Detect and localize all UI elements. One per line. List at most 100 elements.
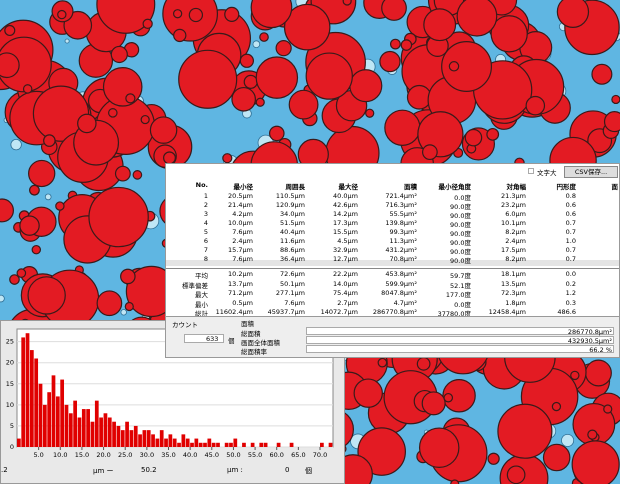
result-table: 文字大 CSV保存... No. 最小径 周囲長 最大径 面積 最小径角度 対角幅 円形度 面 1… [165, 163, 620, 318]
particle [231, 86, 256, 112]
particle [259, 32, 269, 42]
table-cell: 431.2µm² [385, 246, 417, 254]
bar [216, 442, 220, 447]
table-cell: 6 [203, 237, 208, 245]
table-cell: 7 [203, 246, 208, 254]
table-cell: 90.0度 [450, 212, 471, 220]
bar [194, 438, 199, 447]
particle [551, 401, 562, 412]
table-cell: 12.7µm [333, 255, 358, 263]
particle [487, 452, 500, 465]
area-field [306, 336, 614, 344]
table-cell: 0.7 [565, 255, 576, 263]
table-cell: 5 [203, 228, 208, 236]
table-cell: 2.4µm [505, 237, 526, 245]
particle [108, 108, 118, 118]
table-cell: 20.5µm [228, 192, 253, 200]
bar [29, 350, 34, 447]
area-value: 286770.8µm² [567, 328, 612, 336]
bar [190, 442, 194, 447]
table-cell: 0.7 [565, 228, 576, 236]
table-cell: 2.4µm [232, 237, 253, 245]
column-header: 周囲長 [285, 183, 306, 191]
particle [556, 0, 590, 28]
bar [129, 430, 134, 447]
particle [268, 125, 285, 142]
table-cell: 8 [203, 255, 208, 263]
stat-cell: 11602.4µm [215, 308, 253, 316]
y-tick-label: 10 [6, 401, 14, 409]
table-cell: 42.6µm [333, 201, 358, 209]
checkbox-label: 文字大 [537, 169, 557, 177]
bar [211, 442, 216, 447]
particle [584, 359, 612, 387]
table-cell: 21.3µm [501, 192, 526, 200]
column-header: 最小径 [233, 183, 254, 191]
checkbox[interactable] [528, 168, 534, 174]
x-tick-label: 70.0 [313, 451, 327, 459]
stat-cell: 599.9µm² [385, 279, 417, 288]
csv-button[interactable]: CSV保存... [564, 166, 618, 178]
bar [229, 442, 233, 447]
stat-cell: 72.6µm [280, 270, 305, 278]
count-panel: カウント 633 個 面積 総面積 286770.8µm² 画面全体面積 432930… [165, 316, 620, 358]
bubble-light [10, 138, 22, 151]
bubble-light [120, 309, 127, 316]
bar [168, 434, 173, 447]
bar [86, 409, 90, 447]
table-cell: 17.5µm [501, 246, 526, 254]
particle [342, 0, 352, 6]
bar [17, 438, 21, 447]
table-cell: 0.0度 [454, 194, 471, 202]
particle [443, 392, 454, 403]
bar [242, 442, 246, 447]
y-tick-label: 20 [6, 359, 14, 367]
y-tick-label: 0 [10, 443, 14, 451]
particle [188, 7, 204, 23]
x-tick-label: 65.0 [291, 451, 305, 459]
bar [172, 438, 177, 447]
particle [448, 61, 460, 72]
particle [421, 391, 446, 416]
particle [450, 479, 460, 484]
particle [88, 186, 149, 248]
particle [102, 67, 143, 107]
bar [112, 421, 116, 447]
stat-cell: 13.5µm [501, 279, 526, 288]
particle [172, 9, 183, 19]
x-tick-label: 40.0 [183, 451, 197, 459]
stat-cell: 平均 [195, 272, 208, 280]
table-cell: 120.9µm [275, 201, 305, 209]
area-value: 432930.5µm² [567, 337, 612, 345]
scrollbar[interactable] [166, 260, 619, 266]
column-header: No. [195, 181, 208, 189]
particle [55, 201, 65, 211]
stat-cell: 71.2µm [228, 289, 253, 297]
stat-cell: 52.1度 [450, 281, 471, 290]
bar [68, 413, 73, 447]
bar [233, 438, 238, 447]
table-cell: 40.4µm [280, 228, 305, 236]
x-tick-label: 35.0 [161, 451, 175, 459]
particle [142, 18, 153, 29]
stat-cell: 14072.7µm [320, 308, 358, 316]
separator [166, 268, 619, 269]
particle [16, 268, 27, 278]
table-cell: 0.6 [565, 210, 576, 218]
table-cell: 88.6µm [280, 246, 305, 254]
particle [418, 427, 460, 468]
bar [320, 442, 324, 447]
particle [490, 15, 528, 53]
bar [185, 438, 190, 447]
particle [486, 127, 500, 141]
particle [611, 94, 620, 105]
particle [110, 45, 128, 64]
table-cell: 0.6 [565, 201, 576, 209]
stat-cell: 7.6µm [284, 298, 305, 307]
particle [224, 6, 240, 22]
bar [120, 430, 125, 447]
range-min: .2 [1, 466, 8, 474]
particle [365, 108, 375, 118]
bar [42, 404, 47, 447]
particle [357, 427, 406, 476]
